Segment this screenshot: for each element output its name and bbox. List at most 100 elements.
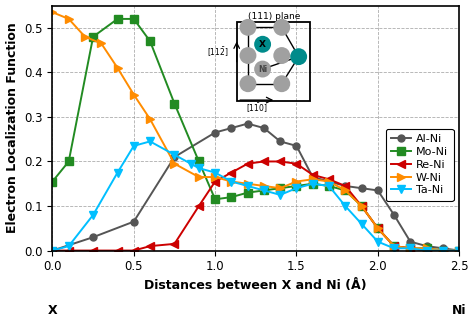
Al-Ni bbox=[440, 246, 446, 250]
W-Ni bbox=[212, 175, 218, 179]
Mo-Ni bbox=[212, 197, 218, 201]
Ta-Ni bbox=[391, 246, 397, 250]
Mo-Ni bbox=[50, 179, 55, 183]
Ta-Ni bbox=[261, 189, 267, 192]
Ta-Ni bbox=[293, 186, 299, 190]
Re-Ni bbox=[261, 159, 267, 163]
Ta-Ni bbox=[375, 240, 381, 244]
W-Ni bbox=[147, 117, 153, 121]
Ta-Ni bbox=[131, 144, 137, 148]
Re-Ni bbox=[115, 249, 120, 252]
Al-Ni bbox=[212, 131, 218, 134]
Re-Ni bbox=[342, 184, 348, 188]
Ta-Ni bbox=[172, 153, 177, 157]
Ta-Ni bbox=[228, 179, 234, 183]
Al-Ni bbox=[310, 175, 316, 179]
Mo-Ni bbox=[172, 102, 177, 106]
Al-Ni bbox=[90, 235, 96, 239]
Re-Ni bbox=[172, 242, 177, 246]
Mo-Ni bbox=[196, 159, 202, 163]
Line: W-Ni: W-Ni bbox=[48, 8, 463, 255]
Al-Ni bbox=[424, 244, 429, 248]
Ta-Ni bbox=[359, 222, 365, 226]
W-Ni bbox=[440, 249, 446, 252]
Re-Ni bbox=[326, 177, 332, 181]
W-Ni bbox=[342, 189, 348, 192]
Mo-Ni bbox=[359, 204, 365, 208]
Al-Ni bbox=[456, 249, 462, 252]
Mo-Ni bbox=[228, 195, 234, 199]
Ta-Ni bbox=[424, 249, 429, 252]
Al-Ni bbox=[342, 184, 348, 188]
W-Ni bbox=[391, 244, 397, 248]
W-Ni bbox=[82, 35, 88, 39]
Re-Ni bbox=[212, 179, 218, 183]
Mo-Ni bbox=[115, 17, 120, 21]
Al-Ni bbox=[50, 249, 55, 252]
Mo-Ni bbox=[440, 249, 446, 252]
Re-Ni bbox=[375, 226, 381, 230]
Mo-Ni bbox=[342, 189, 348, 192]
Mo-Ni bbox=[66, 159, 72, 163]
Mo-Ni bbox=[277, 186, 283, 190]
Al-Ni bbox=[131, 220, 137, 224]
Ta-Ni bbox=[196, 166, 202, 170]
Re-Ni bbox=[440, 249, 446, 252]
Mo-Ni bbox=[408, 246, 413, 250]
W-Ni bbox=[293, 179, 299, 183]
Line: Ta-Ni: Ta-Ni bbox=[48, 137, 463, 255]
W-Ni bbox=[245, 182, 250, 186]
Re-Ni bbox=[310, 173, 316, 177]
Mo-Ni bbox=[90, 35, 96, 39]
Re-Ni bbox=[131, 249, 137, 252]
W-Ni bbox=[115, 66, 120, 70]
Mo-Ni bbox=[293, 184, 299, 188]
Ta-Ni bbox=[66, 244, 72, 248]
W-Ni bbox=[310, 177, 316, 181]
Ta-Ni bbox=[188, 162, 193, 166]
W-Ni bbox=[172, 162, 177, 166]
Mo-Ni bbox=[261, 189, 267, 192]
Re-Ni bbox=[66, 249, 72, 252]
Mo-Ni bbox=[456, 249, 462, 252]
Al-Ni bbox=[228, 126, 234, 130]
W-Ni bbox=[261, 184, 267, 188]
W-Ni bbox=[50, 10, 55, 14]
Ta-Ni bbox=[326, 184, 332, 188]
Ta-Ni bbox=[147, 139, 153, 143]
W-Ni bbox=[375, 226, 381, 230]
W-Ni bbox=[99, 41, 104, 45]
Text: X: X bbox=[48, 305, 57, 318]
Al-Ni bbox=[375, 189, 381, 192]
Re-Ni bbox=[196, 204, 202, 208]
X-axis label: Distances between X and Ni (Å): Distances between X and Ni (Å) bbox=[145, 279, 367, 292]
W-Ni bbox=[196, 175, 202, 179]
Al-Ni bbox=[245, 122, 250, 125]
Mo-Ni bbox=[326, 184, 332, 188]
W-Ni bbox=[359, 204, 365, 208]
Al-Ni bbox=[277, 139, 283, 143]
Ta-Ni bbox=[440, 249, 446, 252]
Re-Ni bbox=[245, 162, 250, 166]
Mo-Ni bbox=[310, 182, 316, 186]
Ta-Ni bbox=[310, 182, 316, 186]
Mo-Ni bbox=[391, 244, 397, 248]
Re-Ni bbox=[456, 249, 462, 252]
Mo-Ni bbox=[131, 17, 137, 21]
Mo-Ni bbox=[245, 191, 250, 195]
W-Ni bbox=[424, 246, 429, 250]
Re-Ni bbox=[424, 249, 429, 252]
Ta-Ni bbox=[212, 171, 218, 175]
W-Ni bbox=[326, 179, 332, 183]
Ta-Ni bbox=[245, 184, 250, 188]
Re-Ni bbox=[228, 171, 234, 175]
Re-Ni bbox=[359, 204, 365, 208]
Al-Ni bbox=[172, 155, 177, 159]
W-Ni bbox=[228, 179, 234, 183]
Al-Ni bbox=[261, 126, 267, 130]
Re-Ni bbox=[391, 244, 397, 248]
Re-Ni bbox=[277, 159, 283, 163]
Re-Ni bbox=[90, 249, 96, 252]
W-Ni bbox=[66, 17, 72, 21]
Line: Al-Ni: Al-Ni bbox=[49, 120, 463, 254]
